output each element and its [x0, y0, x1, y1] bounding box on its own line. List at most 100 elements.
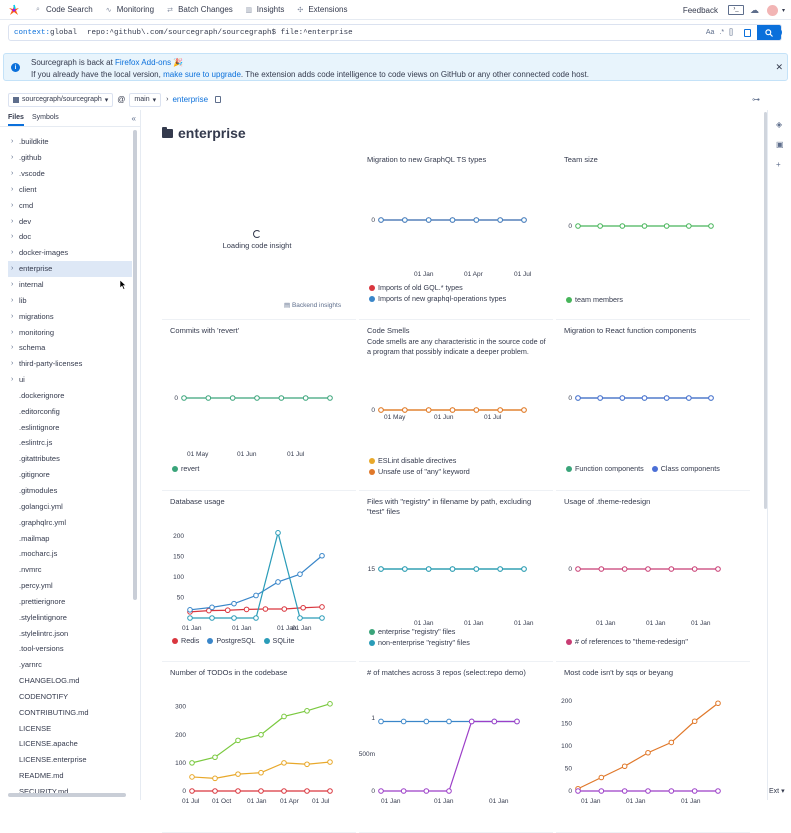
legend-item[interactable]: PostgreSQL [207, 635, 256, 646]
tree-file[interactable]: CONTRIBUTING.md [8, 704, 132, 720]
legend-item[interactable]: team members [566, 294, 623, 305]
clipboard-icon[interactable] [744, 28, 751, 37]
search-context[interactable]: context:global [9, 29, 77, 37]
copy-icon[interactable] [215, 96, 222, 103]
tree-file[interactable]: .eslintignore [8, 419, 132, 435]
tree-file[interactable]: .tool-versions [8, 641, 132, 657]
case-sensitive-toggle[interactable]: Aa [705, 29, 715, 36]
insight-card-sqs[interactable]: Most code isn't by sqs or beyang 200 150 10… [556, 663, 750, 833]
search-query-input[interactable]: context:global repo:^github\.com/sourceg… [8, 24, 782, 41]
insight-card-registry[interactable]: Files with "registry" in filename by pat… [359, 492, 553, 662]
tree-folder[interactable]: › third-party-licenses [8, 356, 132, 372]
tree-folder[interactable]: › client [8, 182, 132, 198]
tree-folder[interactable]: › .vscode [8, 166, 132, 182]
tree-scrollbar[interactable] [133, 130, 137, 600]
chevron-down-icon[interactable]: ▾ [781, 7, 785, 14]
breadcrumb[interactable]: enterprise [172, 95, 209, 104]
tree-file[interactable]: .yarnrc [8, 657, 132, 673]
legend-item[interactable]: Imports of new graphql-operations types [369, 293, 506, 304]
avatar[interactable] [766, 4, 778, 16]
close-icon[interactable]: ✕ [775, 62, 783, 72]
tree-file[interactable]: .mocharc.js [8, 546, 132, 562]
legend-item[interactable]: Function components [566, 463, 644, 474]
insight-card-loading[interactable]: Loading code insight ▤ Backend insights [162, 150, 356, 320]
legend-item[interactable]: Unsafe use of "any" keyword [369, 466, 470, 477]
tree-folder[interactable]: › enterprise [8, 260, 132, 277]
legend-item[interactable]: revert [172, 463, 199, 474]
tab-files[interactable]: Files [8, 114, 24, 126]
insight-card-revert[interactable]: Commits with 'revert' 0 01 May 01 Jun 01 Jul… [162, 321, 356, 491]
tree-file[interactable]: .mailmap [8, 530, 132, 546]
insight-card-theme[interactable]: Usage of .theme-redesign 0 01 Jan 01 Jan 01 … [556, 492, 750, 662]
code-intel-icon[interactable]: ◈ [776, 120, 783, 129]
regex-toggle[interactable]: .* [719, 29, 725, 36]
tree-folder[interactable]: › cmd [8, 197, 132, 213]
tree-file[interactable]: LICENSE [8, 720, 132, 736]
main-scrollbar[interactable] [764, 112, 767, 509]
legend-item[interactable]: Imports of old GQL.* types [369, 282, 506, 293]
tree-file[interactable]: .graphqlrc.yml [8, 514, 132, 530]
tree-folder[interactable]: › .github [8, 150, 132, 166]
tree-file[interactable]: .prettierignore [8, 593, 132, 609]
tree-folder[interactable]: › migrations [8, 308, 132, 324]
legend-item[interactable]: Redis [172, 635, 199, 646]
legend-item[interactable]: Class components [651, 463, 720, 474]
tree-file[interactable]: .golangci.yml [8, 498, 132, 514]
tree-file[interactable]: .stylelintrc.json [8, 625, 132, 641]
insight-card-smells[interactable]: Code Smells Code smells are any character… [359, 321, 553, 491]
sourcegraph-logo-icon[interactable] [8, 4, 20, 16]
tree-folder[interactable]: › docker-images [8, 245, 132, 261]
extension-icon[interactable]: ▣ [776, 140, 784, 149]
tree-file[interactable]: .gitattributes [8, 451, 132, 467]
tree-file[interactable]: LICENSE.enterprise [8, 752, 132, 768]
tree-file[interactable]: .editorconfig [8, 403, 132, 419]
revision-selector[interactable]: main ▾ [129, 92, 162, 107]
structural-toggle[interactable]: [] [729, 29, 733, 36]
tree-folder[interactable]: › doc [8, 229, 132, 245]
repo-selector[interactable]: sourcegraph/sourcegraph ▾ [8, 92, 114, 107]
upgrade-link[interactable]: make sure to upgrade [163, 70, 241, 79]
tree-file[interactable]: .dockerignore [8, 388, 132, 404]
insight-card-react[interactable]: Migration to React function components 0 F… [556, 321, 750, 491]
tree-file[interactable]: CODENOTIFY [8, 689, 132, 705]
search-query-text[interactable]: repo:^github\.com/sourcegraph/sourcegrap… [87, 28, 353, 37]
legend-item[interactable]: enterprise "registry" files [369, 626, 470, 637]
tree-folder[interactable]: › ui [8, 372, 132, 388]
insight-card-db[interactable]: Database usage 200 150 100 50 01 Jan 01 Jan 01 … [162, 492, 356, 662]
tree-file[interactable]: .gitmodules [8, 483, 132, 499]
tree-folder[interactable]: › monitoring [8, 324, 132, 340]
add-icon[interactable]: + [776, 160, 781, 169]
tree-file[interactable]: .gitignore [8, 467, 132, 483]
tree-folder[interactable]: › lib [8, 292, 132, 308]
tree-file[interactable]: .stylelintignore [8, 609, 132, 625]
cloud-icon[interactable]: ☁ [749, 4, 759, 15]
nav-item-code-search[interactable]: ⌕ Code Search [34, 5, 93, 14]
nav-item-insights[interactable]: ▥ Insights [245, 5, 284, 14]
tree-file[interactable]: LICENSE.apache [8, 736, 132, 752]
tree-folder[interactable]: › .buildkite [8, 134, 132, 150]
tree-file[interactable]: CHANGELOG.md [8, 673, 132, 689]
tree-file[interactable]: README.md [8, 768, 132, 784]
tree-horizontal-scrollbar[interactable] [8, 793, 126, 797]
feedback-link[interactable]: Feedback [682, 5, 718, 15]
link-icon[interactable]: ⊶ [752, 95, 760, 104]
insight-card-todos[interactable]: Number of TODOs in the codebase 300 200 100… [162, 663, 356, 833]
nav-item-batch-changes[interactable]: ⇄ Batch Changes [166, 5, 233, 14]
firefox-addons-link[interactable]: Firefox Add-ons [115, 58, 172, 67]
legend-item[interactable]: ESLint disable directives [369, 455, 470, 466]
collapse-panel-icon[interactable]: « [131, 114, 136, 123]
legend-item[interactable]: # of references to "theme-redesign" [566, 636, 688, 647]
insight-card-team[interactable]: Team size 0 team members [556, 150, 750, 320]
tree-file[interactable]: SECURITY.md [8, 784, 132, 800]
extensions-status[interactable]: Ext ▾ [769, 788, 785, 795]
legend-item[interactable]: non-enterprise "registry" files [369, 637, 470, 648]
help-icon[interactable]: ? [773, 28, 782, 37]
insight-card-gql[interactable]: Migration to new GraphQL TS types 0 01 Jan… [359, 150, 553, 320]
nav-item-extensions[interactable]: ✣ Extensions [296, 5, 347, 14]
terminal-icon[interactable]: ›_ [727, 5, 744, 15]
tab-symbols[interactable]: Symbols [31, 114, 59, 121]
tree-folder[interactable]: › internal [8, 277, 132, 293]
tree-folder[interactable]: › dev [8, 213, 132, 229]
tree-file[interactable]: .percy.yml [8, 578, 132, 594]
nav-item-monitoring[interactable]: ∿ Monitoring [105, 5, 154, 14]
